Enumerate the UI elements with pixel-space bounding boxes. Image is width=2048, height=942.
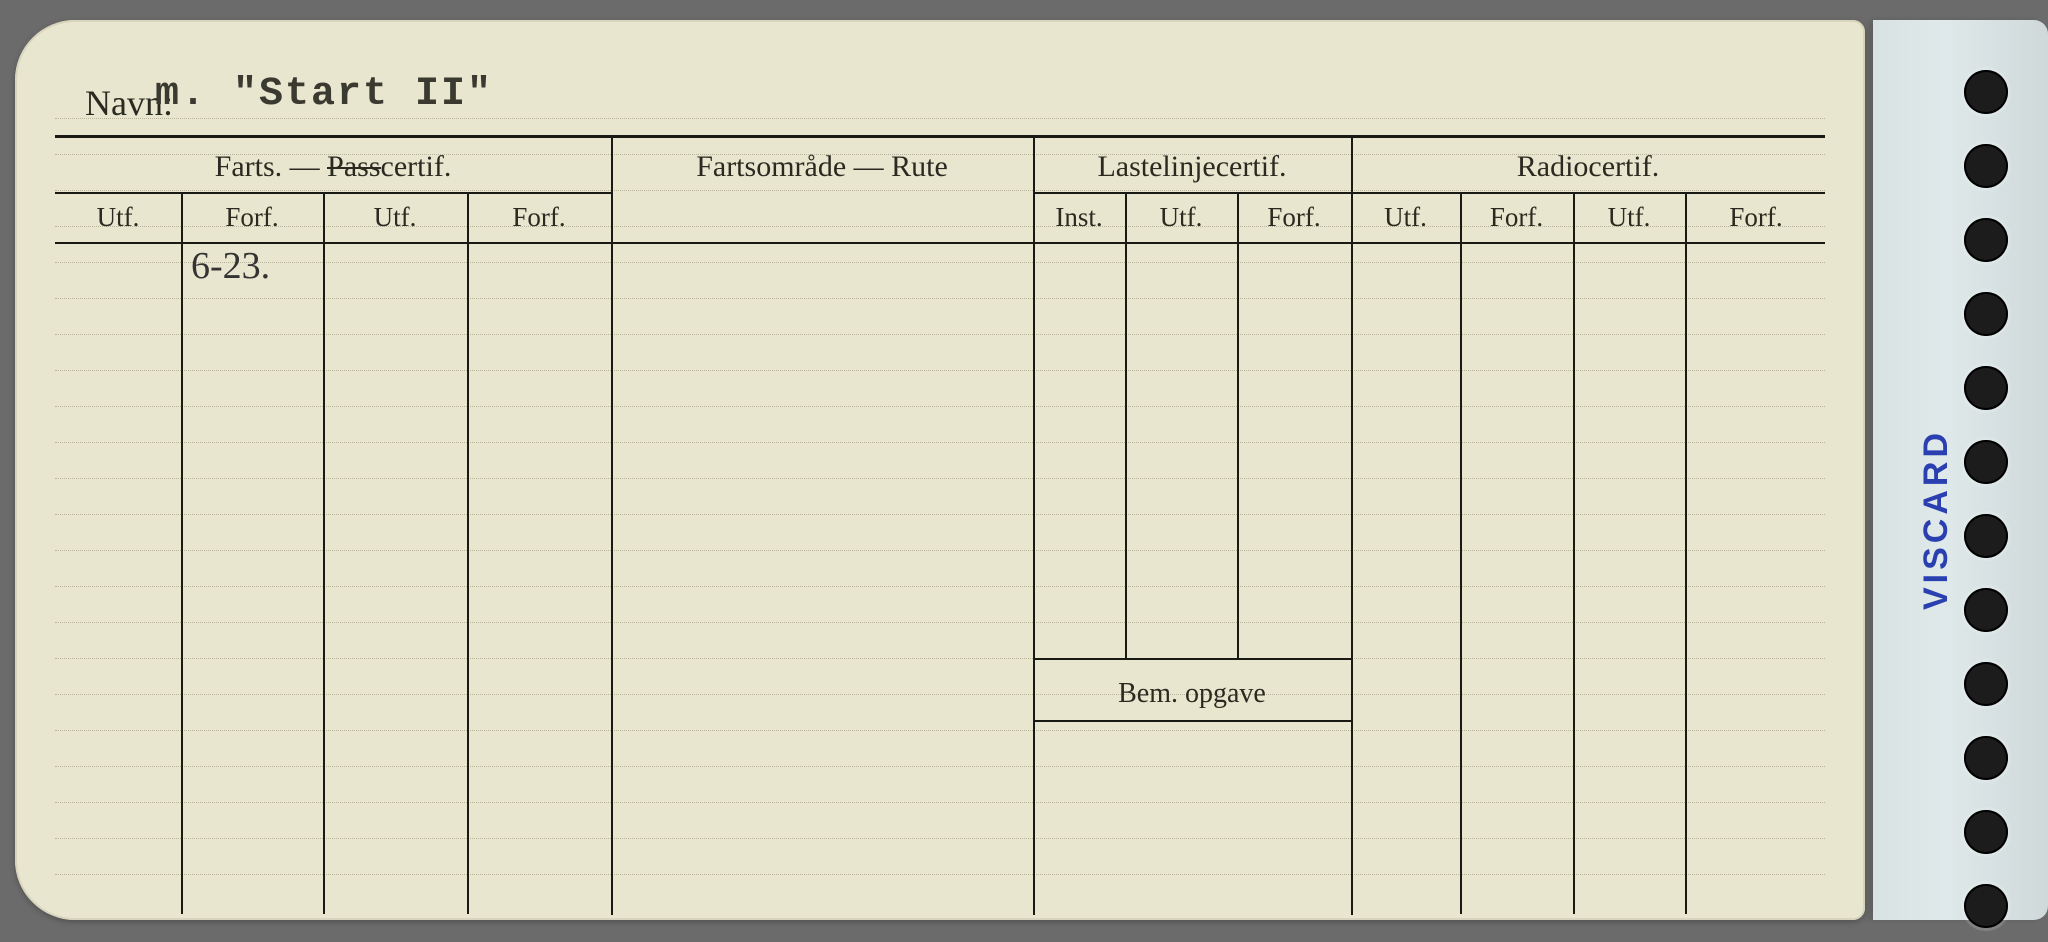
v-laste-1 [1125, 192, 1127, 658]
navn-value: m. "Start II" [155, 72, 493, 117]
v-laste-radio [1351, 135, 1353, 915]
rule-bem [1033, 658, 1351, 660]
v-farts-3 [467, 192, 469, 914]
rule-bem-under [1033, 720, 1351, 722]
binder-hole [1964, 366, 2008, 410]
v-farts-rute [611, 135, 613, 915]
binder-hole [1964, 514, 2008, 558]
entry-farts-forf-1: 6-23. [191, 244, 270, 288]
radio-sub-forf1: Forf. [1460, 202, 1573, 233]
bem-opgave-label: Bem. opgave [1033, 678, 1351, 710]
section-laste-title: Lastelinjecertif. [1033, 150, 1351, 184]
rule-data-top [55, 242, 1825, 244]
farts-title-a: Farts. — [215, 150, 328, 183]
rule-sub-farts [55, 192, 611, 194]
binder-hole [1964, 884, 2008, 928]
v-rute-laste [1033, 135, 1035, 915]
binder-strip: VISCARD [1873, 20, 2048, 920]
v-farts-1 [181, 192, 183, 914]
v-radio-1 [1460, 192, 1462, 914]
rule-sub-laste [1033, 192, 1351, 194]
radio-sub-utf2: Utf. [1573, 202, 1685, 233]
laste-sub-forf: Forf. [1237, 202, 1351, 233]
farts-title-struck: Pass [327, 150, 380, 183]
radio-sub-utf1: Utf. [1351, 202, 1460, 233]
binder-hole [1964, 70, 2008, 114]
binder-brand: VISCARD [1917, 429, 1956, 610]
index-card: Navn: m. "Start II" Farts. — Passcertif.… [15, 20, 1865, 920]
binder-hole [1964, 292, 2008, 336]
v-farts-2 [323, 192, 325, 914]
binder-hole [1964, 588, 2008, 632]
laste-sub-inst: Inst. [1033, 202, 1125, 233]
rule-sub-radio [1351, 192, 1825, 194]
laste-sub-utf: Utf. [1125, 202, 1237, 233]
stage: Navn: m. "Start II" Farts. — Passcertif.… [0, 0, 2048, 942]
section-farts-title: Farts. — Passcertif. [55, 150, 611, 184]
binder-hole [1964, 218, 2008, 262]
radio-sub-forf2: Forf. [1685, 202, 1827, 233]
farts-sub-utf1: Utf. [55, 202, 181, 233]
rule-top [55, 135, 1825, 138]
binder-hole [1964, 810, 2008, 854]
binder-hole [1964, 144, 2008, 188]
binder-hole [1964, 440, 2008, 484]
farts-sub-forf1: Forf. [181, 202, 323, 233]
farts-sub-utf2: Utf. [323, 202, 467, 233]
v-radio-2 [1573, 192, 1575, 914]
farts-title-b: certif. [381, 150, 452, 183]
v-radio-3 [1685, 192, 1687, 914]
binder-hole [1964, 736, 2008, 780]
farts-sub-forf2: Forf. [467, 202, 611, 233]
section-rute-title: Fartsområde — Rute [611, 150, 1033, 184]
section-radio-title: Radiocertif. [1351, 150, 1825, 184]
v-laste-2 [1237, 192, 1239, 658]
binder-hole [1964, 662, 2008, 706]
